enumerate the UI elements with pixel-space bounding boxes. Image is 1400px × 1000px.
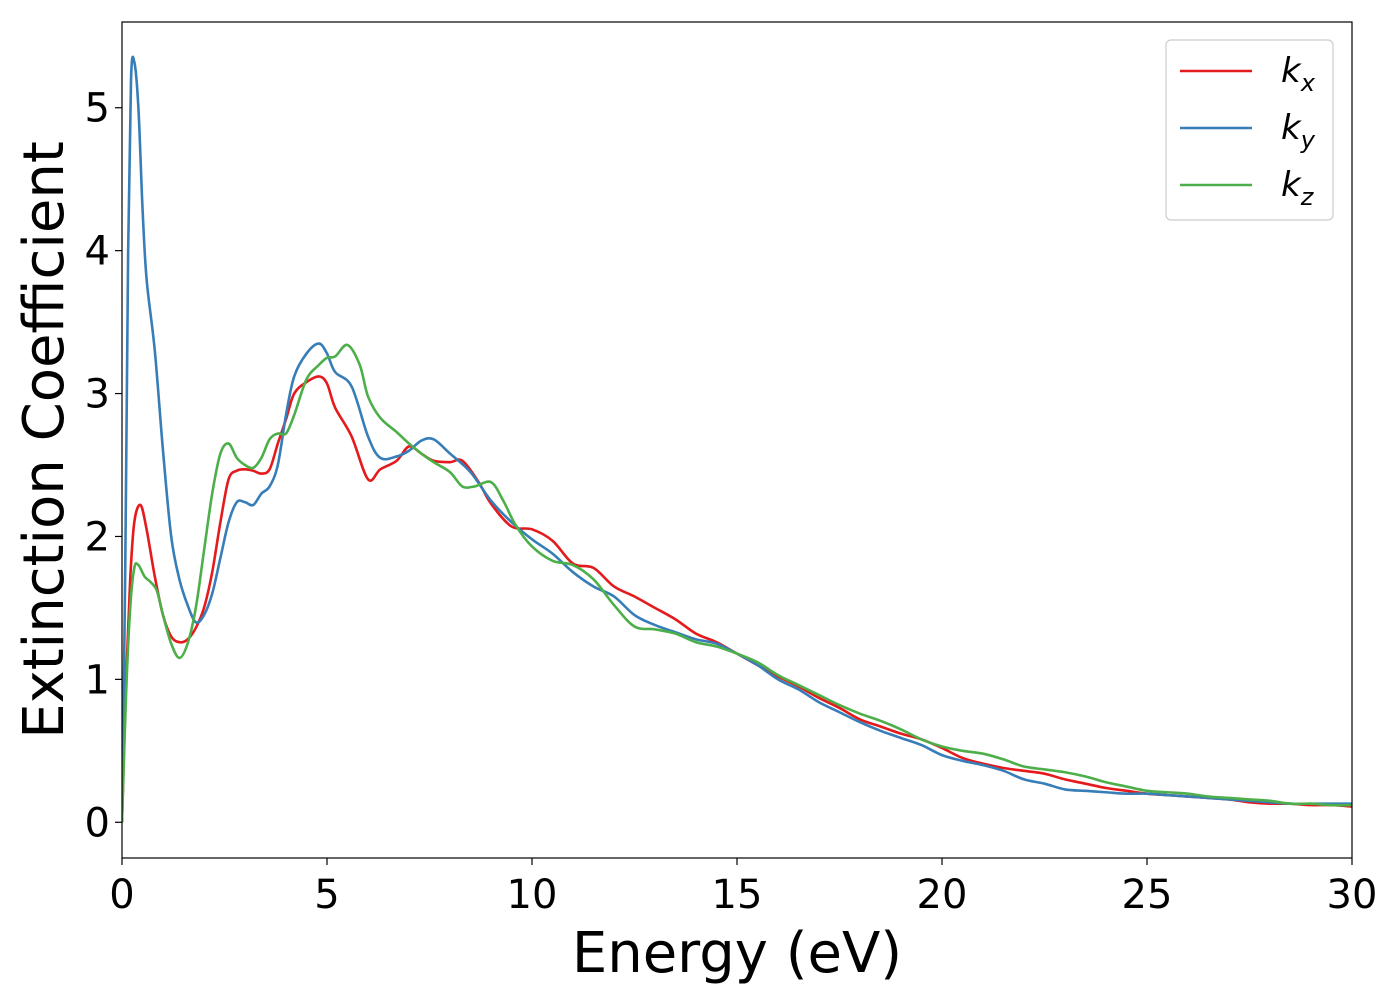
x-tick-label: 15 — [712, 872, 763, 918]
legend-label-z: kz — [1281, 165, 1315, 211]
legend-label-x: kx — [1281, 51, 1316, 97]
x-axis-ticks: 0 5 10 15 20 25 30 — [109, 858, 1377, 918]
legend-label-subscript: x — [1300, 69, 1316, 97]
y-tick-label: 4 — [85, 229, 110, 275]
legend-label-subscript: y — [1300, 126, 1316, 154]
x-tick-label: 0 — [109, 872, 134, 918]
x-axis-title: Energy (eV) — [572, 921, 902, 986]
x-tick-label: 20 — [917, 872, 968, 918]
series-line-y — [122, 55, 1352, 823]
y-axis-title: Extinction Coefficient — [12, 141, 77, 739]
legend-label-base: k — [1281, 51, 1302, 91]
legend-label-base: k — [1281, 108, 1302, 148]
x-tick-label: 10 — [507, 872, 558, 918]
y-tick-label: 0 — [85, 800, 110, 846]
y-tick-label: 1 — [85, 657, 110, 703]
series-layer — [122, 55, 1352, 823]
y-tick-label: 3 — [85, 372, 110, 418]
y-tick-label: 2 — [85, 514, 110, 560]
legend-label-base: k — [1281, 165, 1302, 205]
series-line-x — [122, 375, 1352, 823]
legend-label-y: ky — [1281, 108, 1316, 154]
legend-label-subscript: z — [1300, 183, 1315, 211]
y-axis-ticks: 0 1 2 3 4 5 — [85, 86, 122, 846]
legend-box — [1165, 39, 1334, 221]
x-tick-label: 25 — [1122, 872, 1173, 918]
x-tick-label: 30 — [1327, 872, 1378, 918]
x-tick-label: 5 — [314, 872, 339, 918]
y-tick-label: 5 — [85, 86, 110, 132]
series-line-z — [122, 343, 1352, 823]
